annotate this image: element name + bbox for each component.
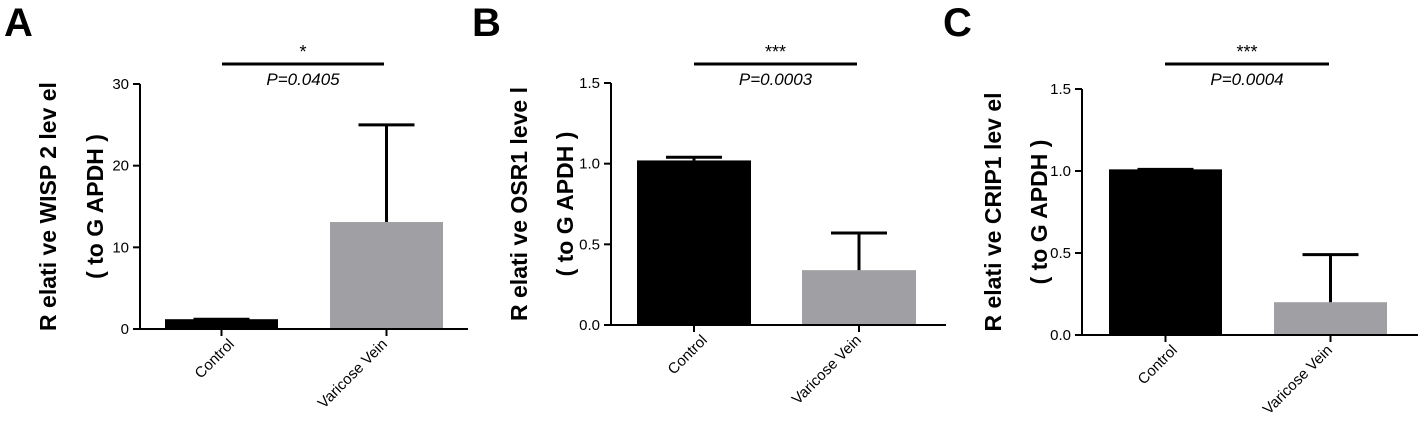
panel-letter: B [472, 1, 501, 45]
panel-letter: A [4, 1, 33, 45]
p-value-label: P=0.0004 [1210, 70, 1283, 89]
significance-stars: * [299, 42, 306, 62]
bar-varicose-vein [1274, 302, 1387, 335]
chart-panel-c: C R elati ve CRIP1 lev el ( to G APDH ) 0.0… [943, 1, 1418, 418]
y-axis-label-line1: R elati ve CRIP1 lev el [980, 92, 1006, 331]
bar-varicose-vein [802, 270, 916, 325]
bar-control [165, 319, 278, 329]
panel-letter: C [943, 1, 972, 45]
y-tick-label: 0.5 [579, 236, 600, 253]
chart-panel-a: A R elati ve WISP 2 lev el ( to G APDH ) 0 1… [4, 1, 468, 412]
x-category-label: Varicose Vein [1260, 342, 1336, 418]
y-tick-label: 30 [112, 76, 129, 93]
y-axis-label-line2: ( to G APDH ) [552, 132, 578, 277]
y-tick-label: 20 [112, 158, 129, 175]
y-axis-label-line2: ( to G APDH ) [1026, 140, 1052, 285]
x-category-label: Varicose Vein [315, 336, 391, 412]
y-axis-label-line1: R elati ve OSR1 leve l [506, 87, 532, 321]
x-category-label: Varicose Vein [789, 332, 865, 408]
y-tick-label: 0.0 [1050, 327, 1071, 344]
y-tick-label: 1.0 [579, 156, 600, 173]
y-tick-label: 10 [112, 239, 129, 256]
y-axis-label-line1: R elati ve WISP 2 lev el [35, 82, 61, 331]
significance-stars: *** [765, 42, 786, 62]
bar-control [1109, 169, 1222, 335]
x-category-label: Control [192, 336, 238, 382]
chart-panel-b: B R elati ve OSR1 leve l ( to G APDH ) 0.0 0… [472, 1, 946, 408]
y-tick-label: 1.5 [1050, 81, 1071, 98]
y-tick-label: 1.0 [1050, 163, 1071, 180]
bar-varicose-vein [330, 222, 443, 329]
x-category-label: Control [665, 332, 711, 378]
bar-control [637, 160, 751, 325]
significance-stars: *** [1236, 42, 1257, 62]
y-tick-label: 0 [121, 321, 129, 338]
y-axis-label-line2: ( to G APDH ) [82, 134, 108, 279]
y-tick-label: 0.0 [579, 317, 600, 334]
x-category-label: Control [1135, 342, 1181, 388]
y-tick-label: 1.5 [579, 75, 600, 92]
y-tick-label: 0.5 [1050, 245, 1071, 262]
p-value-label: P=0.0003 [739, 70, 813, 89]
p-value-label: P=0.0405 [266, 70, 340, 89]
